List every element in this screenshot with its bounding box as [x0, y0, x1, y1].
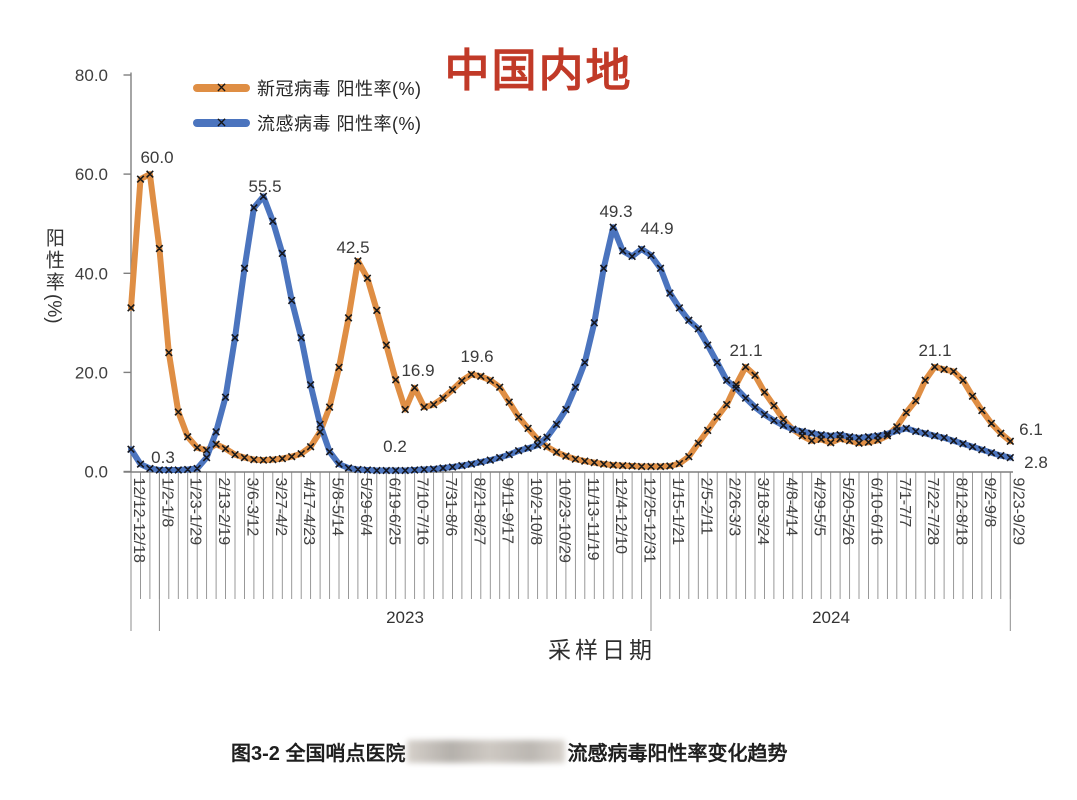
- data-labels: 60.0 0.3 55.5 42.5 0.2 16.9 19.6 49.3 44.9 21.1 21…: [140, 148, 1047, 472]
- svg-text:9/2-9/8: 9/2-9/8: [981, 478, 998, 528]
- svg-text:16.9: 16.9: [401, 361, 434, 380]
- svg-text:1/23-1/29: 1/23-1/29: [187, 478, 204, 546]
- svg-text:2/5-2/11: 2/5-2/11: [697, 478, 714, 536]
- svg-text:80.0: 80.0: [75, 66, 108, 85]
- year-labels: 2023 2024: [386, 608, 850, 627]
- svg-text:0.2: 0.2: [383, 437, 407, 456]
- series-markers-covid: [127, 170, 1015, 471]
- series-line-flu: [128, 193, 1014, 474]
- svg-text:2023: 2023: [386, 608, 424, 627]
- x-marker-icon: ✕: [215, 113, 228, 130]
- svg-text:6/19-6/25: 6/19-6/25: [385, 478, 402, 546]
- x-axis-title: 采样日期: [548, 637, 656, 663]
- svg-text:11/13-11/19: 11/13-11/19: [584, 478, 601, 561]
- svg-text:6/10-6/16: 6/10-6/16: [868, 478, 885, 546]
- svg-text:0.3: 0.3: [151, 448, 175, 467]
- series-line-covid: [128, 171, 1014, 470]
- series-markers-flu: [127, 192, 1015, 475]
- chart-title: 中国内地: [444, 45, 633, 96]
- svg-text:4/29-5/5: 4/29-5/5: [811, 478, 828, 537]
- covid-line-swatch-icon: ✕: [193, 80, 250, 94]
- svg-text:12/25-12/31: 12/25-12/31: [641, 478, 658, 564]
- y-axis-tick-labels: 0.0 20.0 40.0 60.0 80.0: [75, 66, 108, 482]
- svg-text:10/2-10/8: 10/2-10/8: [527, 478, 544, 546]
- svg-text:10/23-10/29: 10/23-10/29: [556, 478, 573, 564]
- svg-text:20.0: 20.0: [75, 363, 108, 382]
- x-axis-tick-lines: [130, 472, 1011, 599]
- svg-text:3/6-3/12: 3/6-3/12: [244, 478, 261, 537]
- svg-text:5/20-5/26: 5/20-5/26: [839, 478, 856, 546]
- flu-line-swatch-icon: ✕: [193, 115, 250, 129]
- svg-text:19.6: 19.6: [460, 347, 493, 366]
- legend: ✕ 新冠病毒 阳性率(%) ✕ 流感病毒 阳性率(%): [193, 70, 422, 140]
- svg-text:5/29-6/4: 5/29-6/4: [357, 478, 374, 537]
- legend-label-covid: 新冠病毒 阳性率(%): [257, 78, 422, 99]
- svg-text:8/21-8/27: 8/21-8/27: [470, 478, 487, 546]
- x-axis-tick-labels: 12/12-12/18 1/2-1/8 1/23-1/29 2/13-2/19 3/6-…: [130, 478, 1026, 564]
- svg-text:21.1: 21.1: [918, 341, 951, 360]
- svg-text:7/10-7/16: 7/10-7/16: [414, 478, 431, 546]
- legend-label-flu: 流感病毒 阳性率(%): [257, 113, 422, 134]
- svg-text:8/12-8/18: 8/12-8/18: [953, 478, 970, 546]
- svg-text:55.5: 55.5: [248, 177, 281, 196]
- svg-text:44.9: 44.9: [640, 219, 673, 238]
- svg-text:49.3: 49.3: [599, 202, 632, 221]
- svg-text:2/26-3/3: 2/26-3/3: [726, 478, 743, 537]
- svg-text:60.0: 60.0: [75, 165, 108, 184]
- svg-text:42.5: 42.5: [336, 238, 369, 257]
- svg-text:0.0: 0.0: [84, 463, 108, 482]
- svg-text:2024: 2024: [812, 608, 850, 627]
- svg-text:3/18-3/24: 3/18-3/24: [754, 478, 771, 546]
- svg-text:1/15-1/21: 1/15-1/21: [669, 478, 686, 546]
- svg-text:7/1-7/7: 7/1-7/7: [896, 478, 913, 528]
- svg-text:1/2-1/8: 1/2-1/8: [158, 478, 175, 528]
- legend-item-covid: ✕ 新冠病毒 阳性率(%): [193, 70, 422, 105]
- svg-text:7/31-8/6: 7/31-8/6: [442, 478, 459, 537]
- svg-text:60.0: 60.0: [140, 148, 173, 167]
- svg-text:12/4-12/10: 12/4-12/10: [612, 478, 629, 555]
- svg-text:4/17-4/23: 4/17-4/23: [300, 478, 317, 546]
- svg-text:6.1: 6.1: [1019, 420, 1043, 439]
- svg-text:12/12-12/18: 12/12-12/18: [130, 478, 147, 564]
- y-axis-title: 阳性率(%): [42, 228, 64, 324]
- svg-text:5/8-5/14: 5/8-5/14: [329, 478, 346, 537]
- svg-text:2/13-2/19: 2/13-2/19: [215, 478, 232, 546]
- svg-text:40.0: 40.0: [75, 264, 108, 283]
- svg-text:3/27-4/2: 3/27-4/2: [272, 478, 289, 537]
- caption-suffix: 流感病毒阳性率变化趋势: [567, 743, 788, 765]
- figure-caption: 图3-2 全国哨点医院 流感病毒阳性率变化趋势: [231, 737, 787, 766]
- legend-item-flu: ✕ 流感病毒 阳性率(%): [193, 105, 422, 140]
- year-separator-lines: [130, 472, 1011, 631]
- caption-prefix: 图3-2 全国哨点医院: [231, 743, 406, 765]
- svg-text:9/23-9/29: 9/23-9/29: [1009, 478, 1026, 546]
- svg-text:21.1: 21.1: [729, 341, 762, 360]
- svg-text:9/11-9/17: 9/11-9/17: [499, 478, 516, 545]
- svg-text:4/8-4/14: 4/8-4/14: [782, 478, 799, 537]
- caption-redaction-blur: [407, 740, 566, 763]
- svg-text:7/22-7/28: 7/22-7/28: [924, 478, 941, 546]
- x-marker-icon: ✕: [215, 78, 228, 95]
- svg-text:2.8: 2.8: [1024, 453, 1048, 472]
